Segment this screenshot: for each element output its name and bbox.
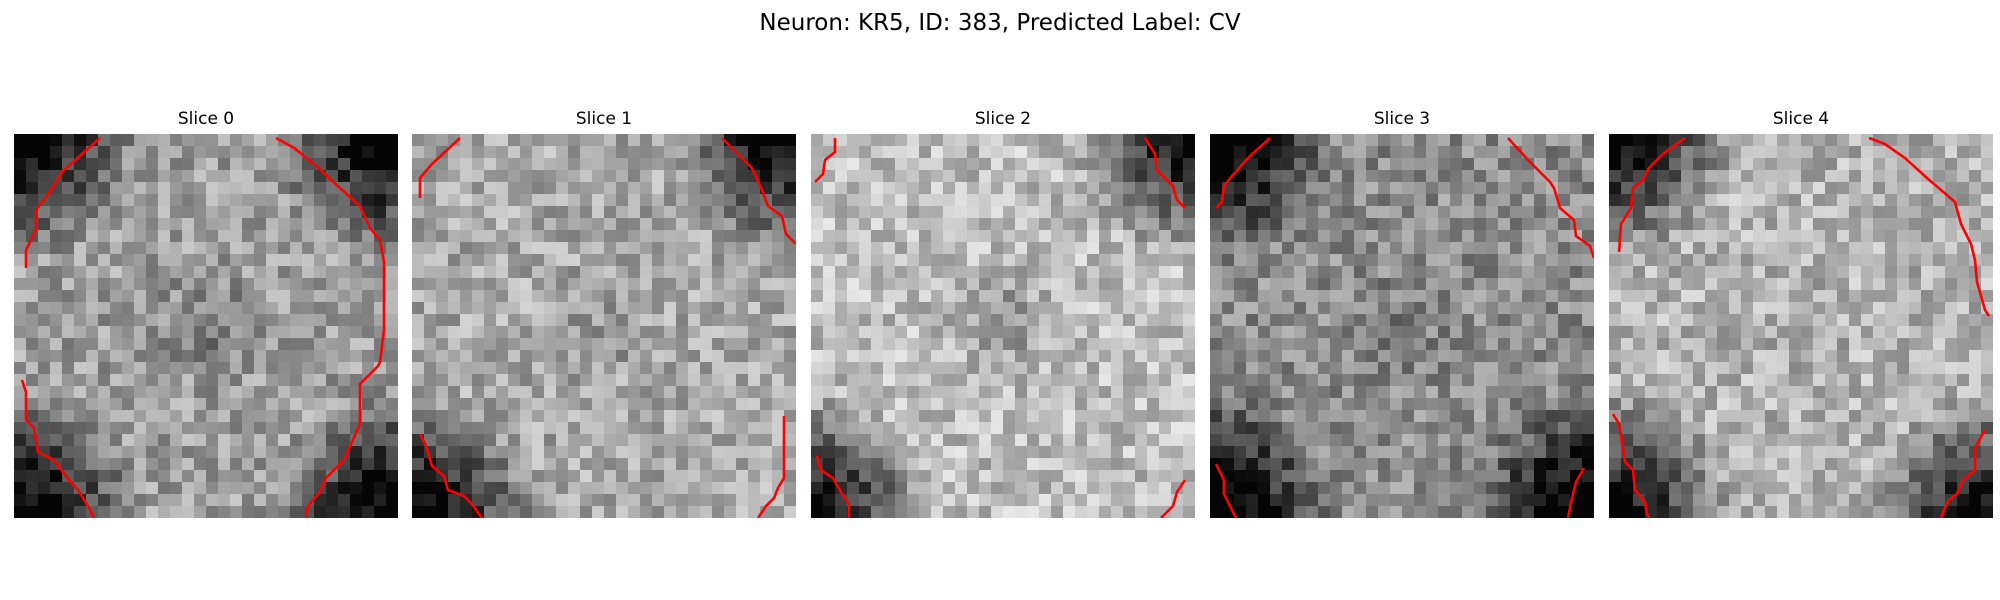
contour-line	[1160, 479, 1187, 518]
slice-title: Slice 0	[177, 109, 235, 129]
contour-line	[1566, 467, 1586, 518]
figure-title: Neuron: KR5, ID: 383, Predicted Label: C…	[759, 10, 1241, 36]
slice-panel-4: Slice 4	[1609, 108, 1993, 518]
slice-title: Slice 4	[1772, 109, 1830, 129]
slice-title: Slice 1	[575, 109, 633, 129]
contour-line	[756, 416, 786, 518]
slice-panel-3: Slice 3	[1210, 108, 1594, 518]
contour-line	[1214, 463, 1238, 518]
contour-line	[418, 137, 461, 198]
slice-image	[412, 134, 796, 518]
slice-image	[1210, 134, 1594, 518]
contour-line	[1215, 137, 1271, 209]
contour-line	[1939, 429, 1987, 518]
contour-line	[1507, 137, 1594, 259]
contour-line	[304, 365, 379, 518]
slice-image	[811, 134, 1195, 518]
slice-panel-1: Slice 1	[412, 108, 796, 518]
contour-line	[1617, 136, 1686, 253]
slice-title: Slice 3	[1373, 109, 1431, 129]
contour-line	[24, 137, 101, 268]
contour-line	[418, 433, 484, 518]
contour-line	[721, 137, 796, 245]
contour-line	[1611, 413, 1651, 518]
contour-line	[275, 136, 386, 367]
contour-line	[20, 379, 96, 518]
slice-image	[14, 134, 398, 518]
slice-image	[1609, 134, 1993, 518]
contour-line	[1143, 137, 1186, 209]
slice-panel-0: Slice 0	[14, 108, 398, 518]
slice-title: Slice 2	[974, 109, 1032, 129]
contour-line	[814, 138, 837, 183]
contour-line	[1868, 136, 1991, 317]
contour-line	[815, 455, 851, 518]
slice-panel-2: Slice 2	[811, 108, 1195, 518]
